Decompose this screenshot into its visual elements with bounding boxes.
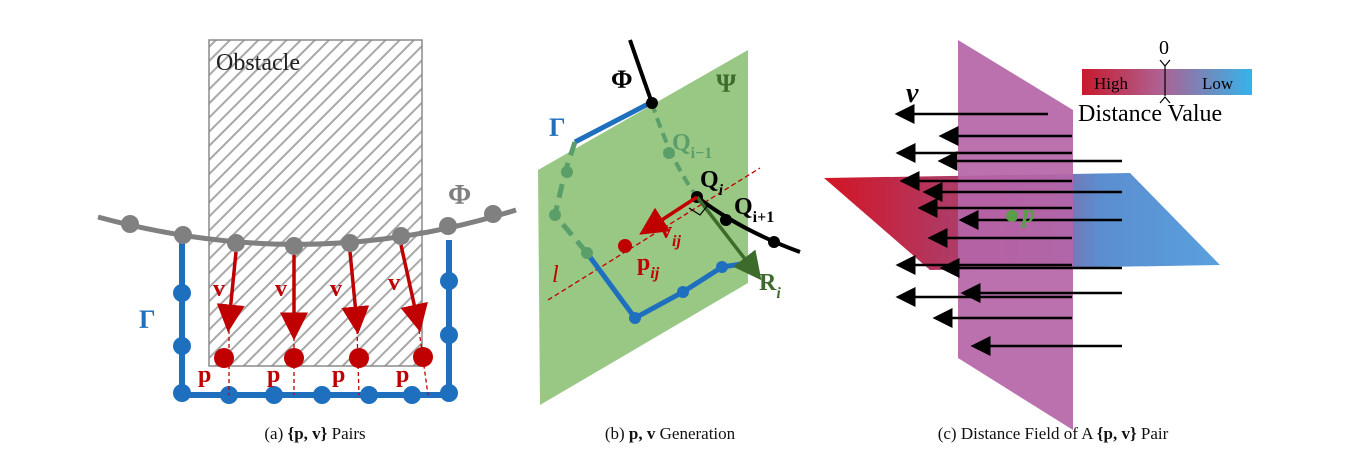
q-prev-point <box>663 147 675 159</box>
v-label-c: v <box>906 78 919 109</box>
psi-plane <box>538 50 748 405</box>
svg-text:v: v <box>213 276 225 302</box>
svg-text:p: p <box>267 362 280 388</box>
q-label: Qi <box>700 167 724 199</box>
v-labels-a: v v v v <box>213 270 400 302</box>
phi-curve-b-bottom <box>695 195 801 254</box>
svg-text:v: v <box>388 270 400 296</box>
svg-text:p: p <box>198 362 211 388</box>
caption-c: (c) Distance Field of A {p, v} Pair <box>937 424 1169 443</box>
p-labels-a: p p p p <box>198 362 409 388</box>
v-field-arrows <box>894 104 1122 356</box>
caption-b: (b) p, v Generation <box>604 424 736 443</box>
gamma-nodes-a <box>173 272 458 404</box>
p-label-b: pij <box>637 250 660 282</box>
v-arrow-b <box>639 195 698 235</box>
l-label: l <box>552 262 559 288</box>
svg-text:p: p <box>332 362 345 388</box>
legend-zero: 0 <box>1159 37 1169 59</box>
psi-label: Ψ <box>716 69 737 98</box>
v-plane <box>958 40 1073 430</box>
caption-a: (a) {p, v} Pairs <box>264 424 366 443</box>
p-points-a <box>214 347 433 368</box>
phi-label-a: Φ <box>448 180 471 211</box>
p-label-c: p <box>1020 199 1035 228</box>
legend-high: High <box>1094 74 1129 93</box>
phi-node-top <box>646 97 658 109</box>
legend-colorbar <box>1082 69 1252 95</box>
phi-label-b: Φ <box>611 65 633 94</box>
right-angle-marker <box>688 204 709 216</box>
obstacle-rect <box>208 39 423 367</box>
q-next-label: Qi+1 <box>734 194 774 226</box>
phi-nodes-a <box>121 205 502 255</box>
r-label: Ri <box>759 270 781 302</box>
svg-text:v: v <box>275 276 287 302</box>
gamma-curve-b-hidden <box>552 141 589 255</box>
phi-node-end <box>768 236 780 248</box>
q-prev-label: Qi−1 <box>672 130 712 162</box>
svg-text:p: p <box>396 362 409 388</box>
r-arrow <box>695 195 762 281</box>
gamma-curve-b <box>573 100 652 145</box>
phi-curve-a <box>97 207 517 247</box>
gamma-nodes-b <box>549 166 728 324</box>
dashed-projections-a <box>228 329 429 396</box>
legend-zero-marker <box>1159 59 1171 104</box>
svg-text:v: v <box>330 276 342 302</box>
v-arrows-a <box>216 244 428 341</box>
phi-curve-b-top <box>628 39 654 104</box>
p-point-b <box>618 239 632 253</box>
p-point-c <box>1006 210 1018 222</box>
legend-low: Low <box>1202 74 1234 93</box>
q-next-point <box>720 214 732 226</box>
legend-title: Distance Value <box>1078 101 1222 127</box>
gamma-label-a: Γ <box>139 305 156 334</box>
v-label-b: vij <box>660 218 681 250</box>
obstacle-label: Obstacle <box>216 50 300 76</box>
gamma-label-b: Γ <box>549 113 566 142</box>
